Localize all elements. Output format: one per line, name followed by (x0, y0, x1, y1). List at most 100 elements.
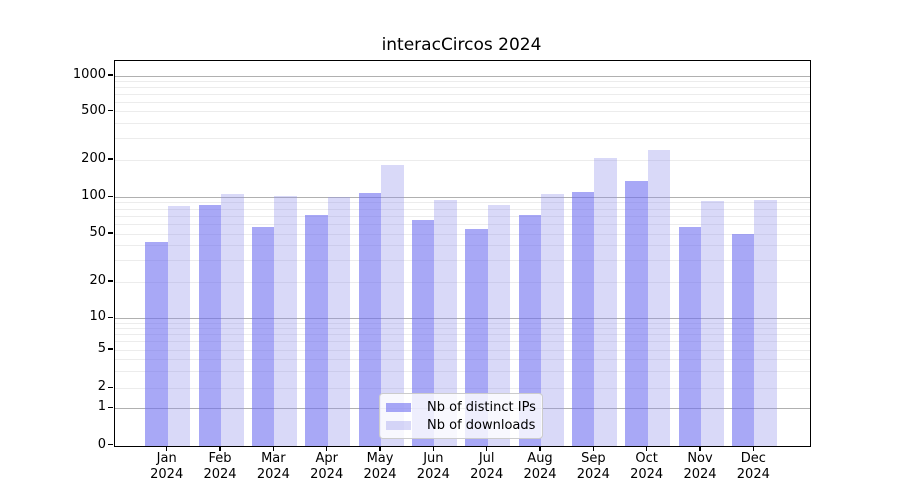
x-tick-label: Dec 2024 (736, 451, 770, 482)
legend: Nb of distinct IPs Nb of downloads (379, 393, 543, 439)
y-tick-mark (108, 386, 114, 388)
bar-distinct-ips (358, 193, 382, 446)
bar-downloads (541, 193, 564, 446)
bar-downloads (434, 200, 457, 446)
major-gridline (115, 75, 810, 77)
minor-gridline (115, 245, 810, 247)
x-tick-label: Oct 2024 (630, 451, 664, 482)
minor-gridline (115, 138, 810, 140)
y-tick-label: 10 (89, 309, 106, 325)
bar-distinct-ips (465, 228, 488, 446)
legend-label: Nb of distinct IPs (427, 399, 536, 415)
x-tick-mark (592, 446, 594, 451)
x-tick-label: Nov 2024 (683, 451, 717, 482)
minor-gridline (115, 233, 810, 235)
bar-distinct-ips (571, 192, 595, 446)
legend-item-distinct-ips: Nb of distinct IPs (386, 398, 536, 416)
bar-distinct-ips (411, 220, 435, 446)
minor-gridline (115, 387, 810, 389)
bar-distinct-ips (731, 234, 755, 446)
x-tick-mark (219, 446, 221, 451)
minor-gridline (115, 111, 810, 113)
bar-downloads (221, 194, 244, 446)
x-tick-mark (326, 446, 328, 451)
x-tick-label: Jan 2024 (150, 451, 184, 482)
x-tick-mark (272, 446, 274, 451)
y-tick-label: 5 (97, 341, 106, 356)
minor-gridline (115, 349, 810, 351)
y-tick-label: 1000 (72, 67, 106, 82)
minor-gridline (115, 370, 810, 372)
bar-downloads (754, 200, 777, 446)
bar-downloads (274, 195, 297, 446)
x-tick-label: Jun 2024 (416, 451, 450, 482)
bar-downloads (594, 157, 617, 446)
minor-gridline (115, 202, 810, 204)
y-tick-mark (108, 444, 114, 446)
x-tick-mark (539, 446, 541, 451)
minor-gridline (115, 322, 810, 324)
x-tick-mark (752, 446, 754, 451)
plot-area (114, 60, 811, 447)
y-tick-mark (108, 232, 114, 234)
bar-distinct-ips (678, 227, 701, 446)
minor-gridline (115, 215, 810, 217)
bar-distinct-ips (251, 227, 275, 446)
y-tick-label: 0 (97, 436, 106, 452)
y-tick-mark (108, 348, 114, 350)
minor-gridline (115, 86, 810, 88)
y-tick-label: 20 (89, 273, 106, 288)
y-tick-label: 2 (97, 379, 106, 395)
y-tick-label: 200 (81, 151, 106, 166)
x-tick-mark (432, 446, 434, 451)
y-tick-mark (108, 280, 114, 282)
y-tick-label: 100 (81, 188, 106, 204)
minor-gridline (115, 341, 810, 343)
x-tick-label: Aug 2024 (523, 451, 557, 482)
y-tick-mark (108, 110, 114, 112)
bar-distinct-ips (198, 205, 222, 446)
bar-downloads (647, 150, 671, 446)
minor-gridline (115, 93, 810, 95)
bar-distinct-ips (305, 214, 328, 446)
bar-distinct-ips (145, 241, 168, 446)
legend-label: Nb of downloads (427, 417, 536, 433)
minor-gridline (115, 223, 810, 225)
chart-title: interacCircos 2024 (381, 35, 542, 55)
y-tick-mark (108, 406, 114, 408)
minor-gridline (115, 281, 810, 283)
legend-swatch-distinct-ips (386, 402, 411, 412)
bar-distinct-ips (625, 181, 648, 446)
minor-gridline (115, 80, 810, 82)
y-tick-label: 1 (97, 399, 106, 415)
x-tick-label: May 2024 (363, 451, 397, 482)
minor-gridline (115, 358, 810, 360)
x-tick-label: Jul 2024 (470, 451, 504, 482)
major-gridline (115, 317, 810, 319)
x-tick-label: Feb 2024 (203, 451, 237, 482)
bar-downloads (487, 205, 511, 446)
x-tick-mark (166, 446, 168, 451)
bar-downloads (167, 205, 191, 446)
minor-gridline (115, 260, 810, 262)
major-gridline (115, 196, 810, 198)
x-tick-mark (379, 446, 381, 451)
y-tick-mark (108, 316, 114, 318)
bar-downloads (381, 164, 404, 446)
minor-gridline (115, 334, 810, 336)
x-tick-mark (486, 446, 488, 451)
y-tick-mark (108, 195, 114, 197)
x-tick-label: Sep 2024 (576, 451, 610, 482)
minor-gridline (115, 208, 810, 210)
x-tick-mark (699, 446, 701, 451)
legend-swatch-downloads (386, 420, 411, 430)
y-tick-mark (108, 158, 114, 160)
minor-gridline (115, 159, 810, 161)
minor-gridline (115, 122, 810, 124)
legend-item-downloads: Nb of downloads (386, 416, 536, 434)
bar-downloads (327, 196, 351, 446)
minor-gridline (115, 328, 810, 329)
x-tick-label: Mar 2024 (256, 451, 290, 482)
minor-gridline (115, 101, 810, 103)
